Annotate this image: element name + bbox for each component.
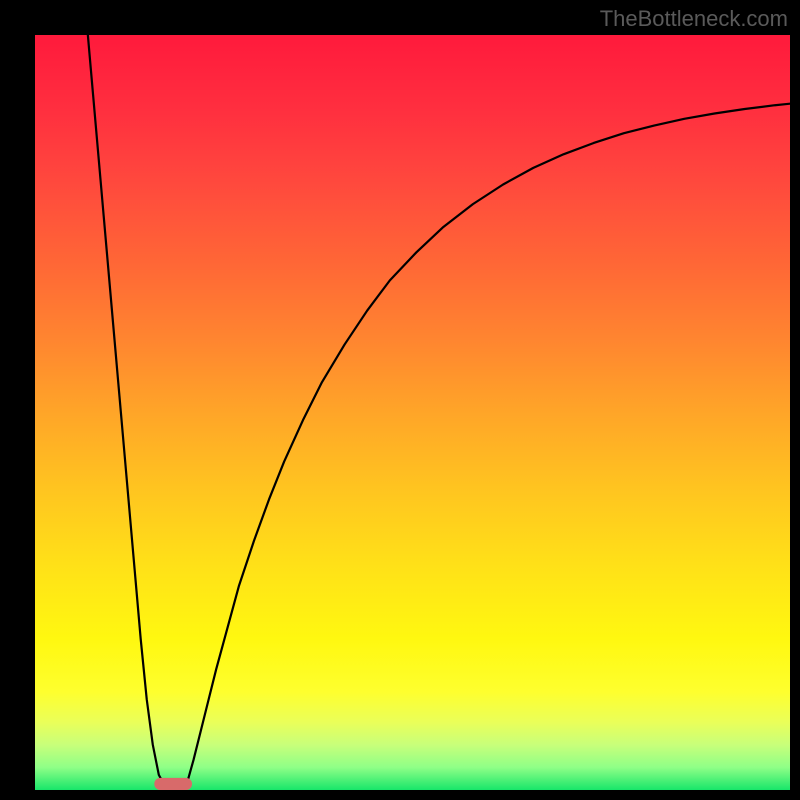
watermark-text: TheBottleneck.com xyxy=(600,6,788,32)
chart-svg xyxy=(35,35,790,790)
gradient-background xyxy=(35,35,790,790)
chart-plot-area xyxy=(35,35,790,790)
optimal-marker xyxy=(154,778,192,790)
